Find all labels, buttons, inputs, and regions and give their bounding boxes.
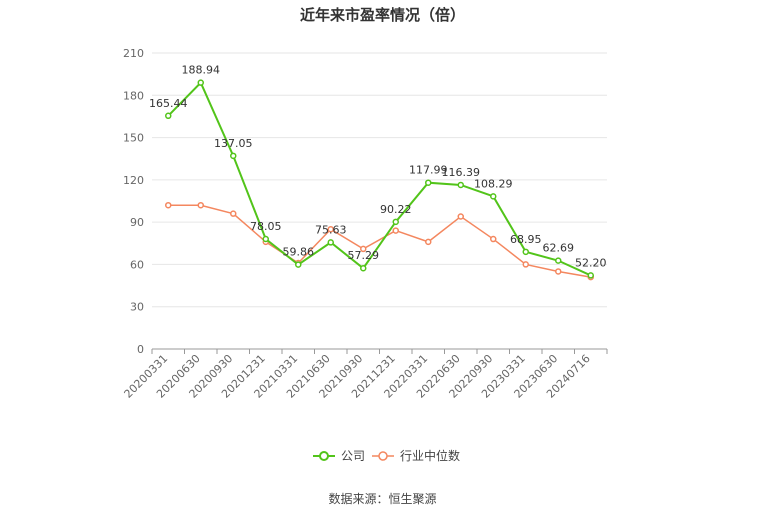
data-point-company xyxy=(327,239,334,246)
data-label-company: 62.69 xyxy=(543,242,575,255)
data-point-company xyxy=(165,112,172,120)
data-label-company: 165.44 xyxy=(149,97,188,110)
y-tick-label: 30 xyxy=(130,301,144,314)
legend-label-company: 公司 xyxy=(341,449,366,463)
data-label-company: 90.22 xyxy=(380,203,412,216)
data-point-industry-median xyxy=(197,201,204,209)
data-point-company xyxy=(392,218,399,226)
data-label-company: 75.63 xyxy=(315,223,347,236)
data-point-company xyxy=(360,264,367,272)
data-label-company: 116.39 xyxy=(442,166,481,179)
data-point-industry-median xyxy=(360,245,367,253)
y-tick-label: 150 xyxy=(123,132,144,145)
data-point-company xyxy=(555,257,562,264)
data-point-company xyxy=(522,248,529,256)
data-label-company: 57.29 xyxy=(348,249,380,262)
y-tick-label: 60 xyxy=(130,258,144,271)
data-point-company xyxy=(457,181,464,189)
data-label-company: 108.29 xyxy=(474,177,513,190)
data-point-company xyxy=(587,272,594,279)
chart-title: 近年来市盈率情况（倍） xyxy=(299,6,465,24)
legend-marker-industry-median xyxy=(372,450,394,461)
data-label-company: 68.95 xyxy=(510,233,542,246)
data-point-company xyxy=(490,193,497,200)
y-tick-label: 120 xyxy=(123,174,144,187)
source-text: 数据来源：恒生聚源 xyxy=(328,492,437,506)
y-tick-label: 210 xyxy=(123,47,144,60)
data-point-industry-median xyxy=(425,238,432,246)
data-label-company: 188.94 xyxy=(182,64,221,77)
data-label-company: 137.05 xyxy=(214,137,253,150)
data-label-company: 117.99 xyxy=(409,164,448,177)
data-point-industry-median xyxy=(327,225,334,233)
data-point-industry-median xyxy=(457,213,464,220)
legend-item-company[interactable]: 公司 xyxy=(313,447,365,464)
series-line-industry-median xyxy=(168,204,591,278)
data-point-industry-median xyxy=(555,268,562,275)
data-point-company xyxy=(262,235,269,243)
data-point-company xyxy=(295,261,302,268)
data-point-industry-median xyxy=(522,261,529,268)
legend-label-industry-median: 行业中位数 xyxy=(400,449,461,463)
legend-marker-company xyxy=(313,450,335,461)
data-label-company: 78.05 xyxy=(250,220,282,233)
y-tick-label: 180 xyxy=(123,89,144,102)
y-tick-label: 0 xyxy=(137,343,144,356)
data-point-company xyxy=(197,79,204,86)
data-point-industry-median xyxy=(230,210,237,217)
data-point-industry-median xyxy=(490,235,497,243)
data-point-industry-median xyxy=(392,227,399,234)
data-label-company: 59.86 xyxy=(283,246,315,259)
data-point-company xyxy=(230,152,237,160)
data-label-company: 52.20 xyxy=(575,256,607,269)
data-point-industry-median xyxy=(165,201,172,209)
data-point-company xyxy=(425,179,432,186)
series-line-company xyxy=(167,80,592,277)
y-tick-label: 90 xyxy=(130,216,144,229)
legend-item-industry-median[interactable]: 行业中位数 xyxy=(372,447,460,464)
